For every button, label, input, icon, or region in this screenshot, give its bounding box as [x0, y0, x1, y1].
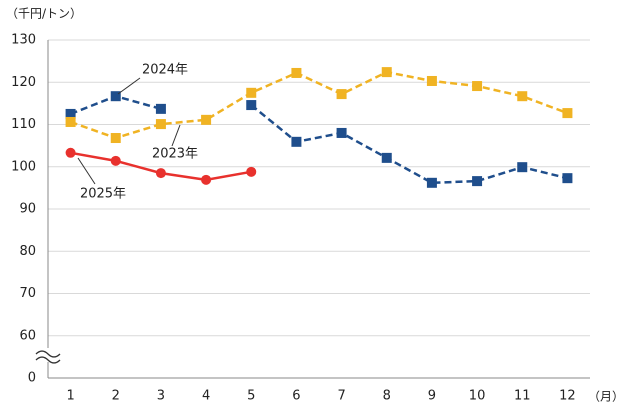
point — [472, 176, 483, 187]
x-tick-label: 8 — [383, 389, 391, 404]
point — [426, 177, 437, 188]
point — [65, 147, 76, 158]
y-tick-label: 110 — [11, 117, 36, 132]
x-tick-label: 2 — [112, 389, 120, 404]
point — [110, 133, 121, 144]
x-tick-label: 3 — [157, 389, 165, 404]
x-tick-label: 9 — [428, 389, 436, 404]
point — [291, 136, 302, 147]
point — [65, 108, 76, 119]
x-tick-label: 1 — [66, 389, 74, 404]
y-tick-label: 100 — [11, 159, 36, 174]
axis-break — [35, 350, 61, 364]
point — [155, 119, 166, 130]
point — [517, 91, 528, 102]
point — [110, 155, 121, 166]
x-tick-label: 12 — [559, 389, 576, 404]
y-tick-label: 120 — [11, 75, 36, 90]
point — [562, 173, 573, 184]
point — [517, 162, 528, 173]
point — [246, 100, 257, 111]
point — [201, 174, 212, 185]
point — [562, 108, 573, 119]
point — [110, 91, 121, 102]
point — [336, 127, 347, 138]
leader-line — [117, 77, 141, 95]
leader-line — [77, 157, 96, 185]
y-axis-label: （千円/トン） — [6, 7, 82, 21]
x-tick-label: 11 — [514, 389, 531, 404]
point — [291, 67, 302, 78]
x-axis-label: （月） — [588, 390, 620, 404]
point — [472, 81, 483, 92]
x-tick-label: 10 — [469, 389, 486, 404]
point — [246, 166, 257, 177]
point — [155, 168, 166, 179]
point — [155, 103, 166, 114]
series-annotation: 2025年 — [80, 187, 126, 202]
point — [65, 116, 76, 127]
y-tick-label: 130 — [11, 33, 36, 48]
point — [426, 75, 437, 86]
point — [381, 152, 392, 163]
x-tick-label: 7 — [337, 389, 345, 404]
series-annotation: 2024年 — [142, 63, 188, 78]
series-line — [70, 70, 568, 140]
x-tick-label: 4 — [202, 389, 210, 404]
x-tick-label: 6 — [292, 389, 300, 404]
x-tick-label: 5 — [247, 389, 255, 404]
y-tick-label: 70 — [19, 286, 36, 301]
point — [246, 87, 257, 98]
point — [381, 67, 392, 78]
point — [201, 114, 212, 125]
y-tick-label: 60 — [19, 328, 36, 343]
y-tick-label: 0 — [28, 371, 36, 386]
series-annotation: 2023年 — [152, 147, 198, 162]
point — [336, 89, 347, 100]
leader-line — [171, 124, 181, 147]
y-tick-label: 90 — [19, 202, 36, 217]
y-tick-label: 80 — [19, 244, 36, 259]
